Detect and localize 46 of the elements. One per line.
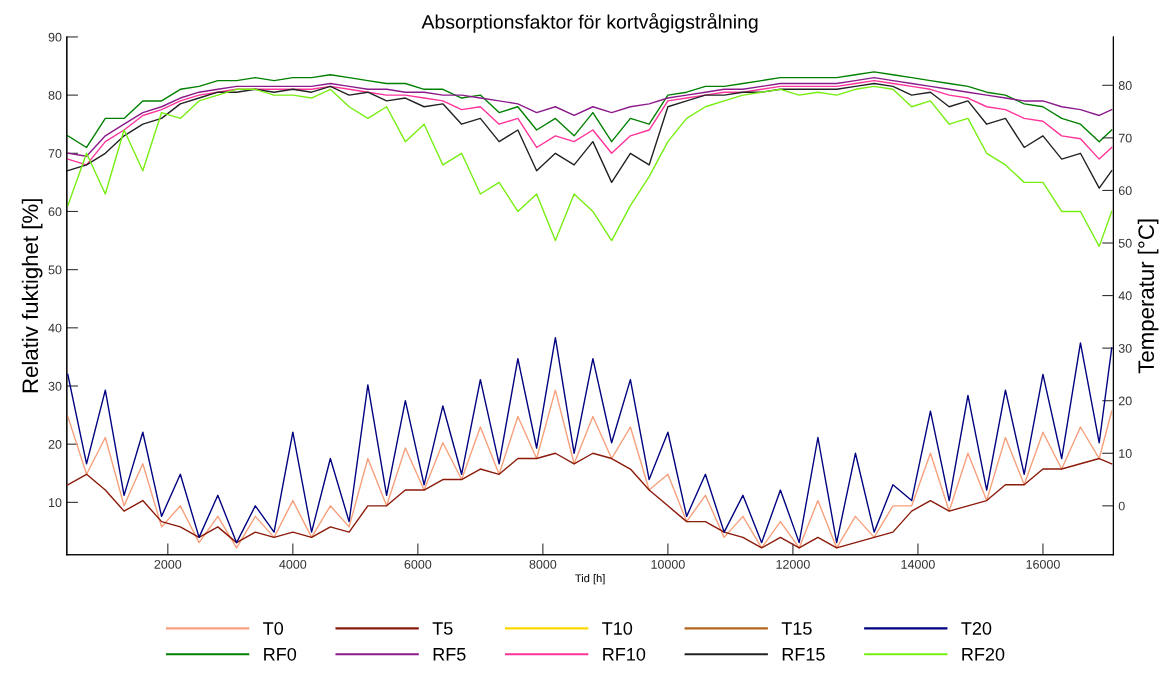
y-tick-label: 90: [48, 32, 62, 42]
legend-label: T20: [961, 622, 992, 635]
y2-tick-label: 50: [1118, 238, 1132, 248]
legend-label: RF20: [962, 647, 1005, 661]
y2-tick-label: 40: [1118, 291, 1132, 301]
y2-tick-label: 0: [1118, 501, 1125, 511]
y2-tick-label: 30: [1118, 343, 1132, 353]
legend-label: T5: [432, 622, 453, 635]
y2-tick-label: 60: [1118, 186, 1132, 196]
y-tick-label: 50: [48, 265, 62, 275]
line-series: [67, 336, 1113, 544]
y2-tick-label: 70: [1118, 133, 1132, 143]
y-tick-label: 30: [48, 381, 62, 391]
y2-tick-label: 20: [1118, 396, 1132, 406]
line-series: [67, 71, 1113, 149]
x-tick-label: 4000: [279, 559, 307, 569]
y2-tick-label: 10: [1119, 449, 1132, 458]
x-tick-label: 6000: [404, 559, 432, 569]
legend-label: RF5: [433, 648, 466, 661]
x-tick-label: 12000: [776, 559, 810, 569]
y-tick-label: 10: [48, 498, 62, 508]
legend-label: RF15: [782, 648, 825, 661]
legend-label: T10: [602, 622, 633, 635]
y-axis-title: Relativ fuktighet [%]: [21, 199, 43, 393]
chart-title: Absorptionsfaktor för kortvågigstrålning: [421, 12, 758, 33]
line-series: [67, 85, 1113, 248]
x-tick-label: 8000: [529, 559, 557, 569]
y-tick-label: 60: [48, 207, 62, 217]
x-axis-title: Tid [h]: [575, 574, 605, 585]
y2-tick-label: 80: [1118, 81, 1132, 90]
legend-label: RF10: [603, 647, 646, 661]
y-tick-label: 70: [48, 149, 62, 158]
y-tick-label: 20: [48, 439, 62, 449]
y2-axis-title: Temperatur [°C]: [1137, 219, 1159, 374]
line-series: [67, 82, 1113, 189]
x-tick-label: 2000: [154, 559, 182, 569]
x-tick-label: 16000: [1026, 559, 1060, 569]
x-tick-label: 10000: [651, 559, 685, 569]
x-tick-label: 14000: [901, 559, 935, 569]
y-tick-label: 80: [48, 90, 62, 100]
legend-label: T0: [263, 622, 284, 635]
y-tick-label: 40: [48, 323, 62, 333]
legend-label: RF0: [264, 647, 297, 661]
legend-label: T15: [781, 622, 812, 635]
line-series: [67, 452, 1113, 549]
line-series: [67, 389, 1113, 549]
